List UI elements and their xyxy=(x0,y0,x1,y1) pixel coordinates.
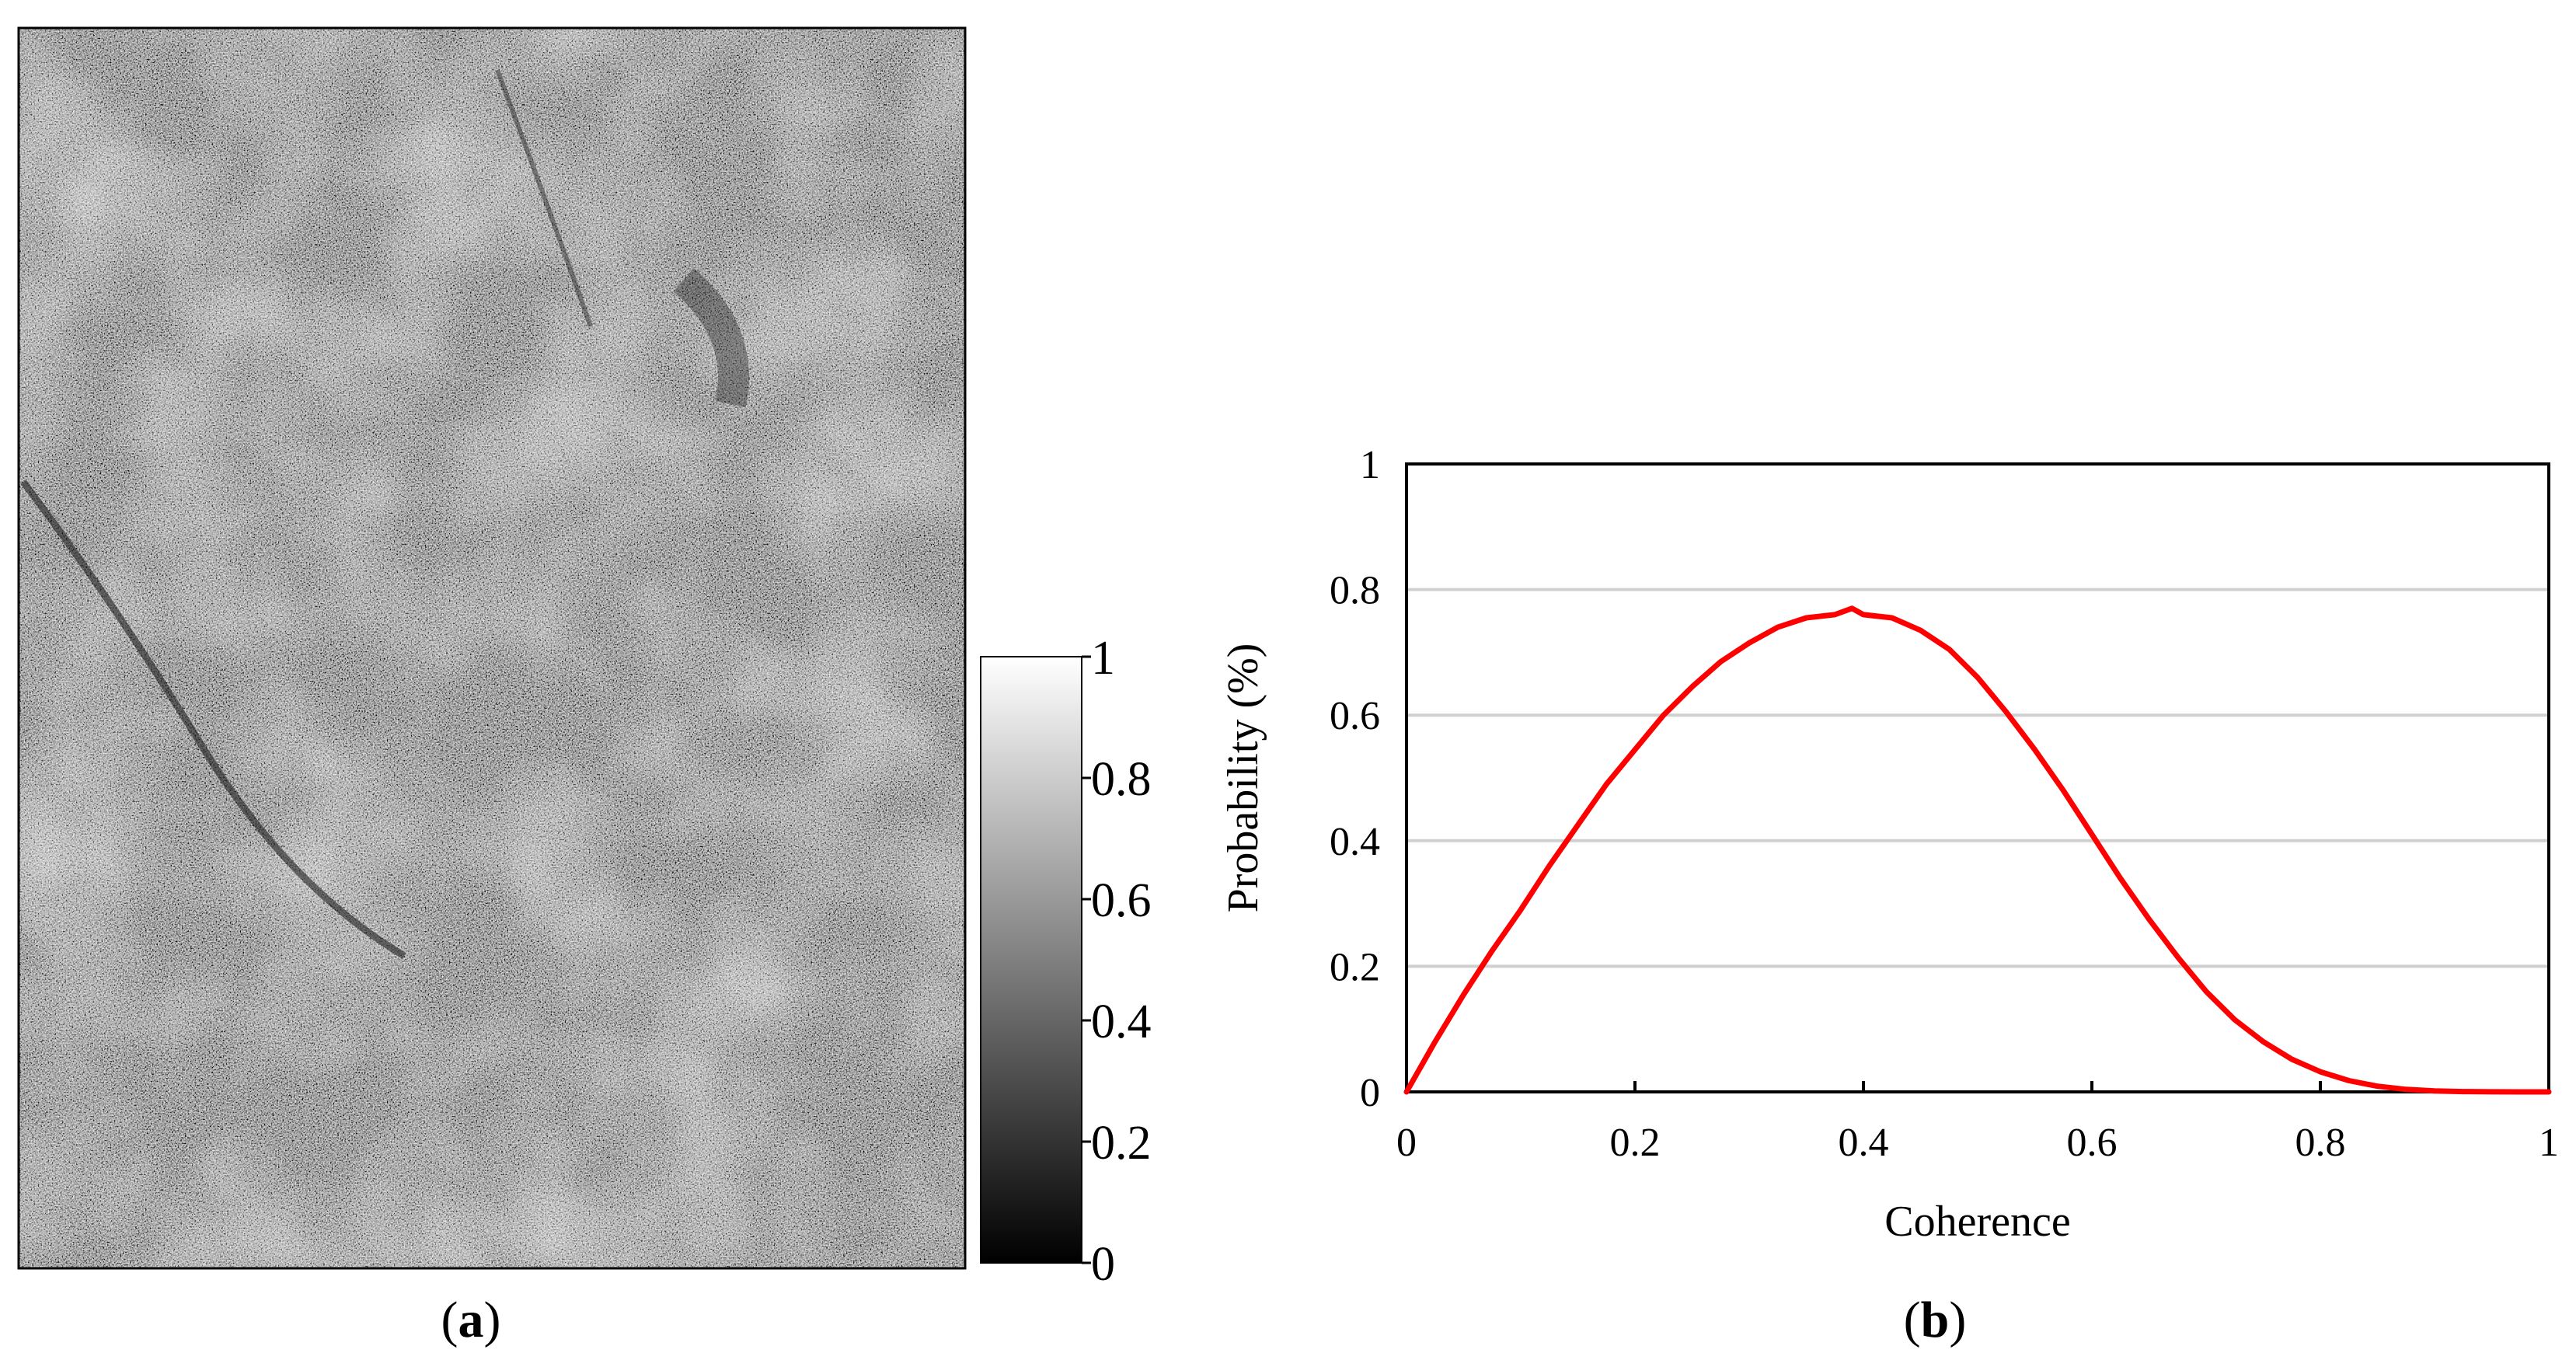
y-tick-label-3: 0.6 xyxy=(1330,694,1380,738)
series-line xyxy=(1403,605,2552,1095)
x-axis: 0 0.2 0.4 0.6 0.8 1 xyxy=(1396,1081,2559,1165)
plot-frame xyxy=(1405,462,2550,1093)
y-tick-label-1: 0.2 xyxy=(1330,945,1380,989)
colorbar-label-1: 0.2 xyxy=(1091,1117,1152,1170)
y-tick-label-2: 0.4 xyxy=(1330,820,1380,864)
probability-chart: 0 0.2 0.4 0.6 0.8 1 00.20.40.60.81 Coherence … xyxy=(1219,443,2559,1246)
x-tick-label-4: 0.8 xyxy=(2295,1121,2346,1165)
gridlines xyxy=(1407,588,2549,968)
panel-a-label: (a) xyxy=(441,1292,501,1348)
y-tick-label-5: 1 xyxy=(1360,443,1380,487)
y-axis: 0 0.2 0.4 0.6 0.8 1 xyxy=(1330,443,1380,1115)
colorbar-label-2: 0.4 xyxy=(1091,996,1152,1048)
x-tick-label-5: 1 xyxy=(2539,1121,2559,1165)
x-tick-label-3: 0.6 xyxy=(2067,1121,2118,1165)
x-tick-label-0: 0 xyxy=(1396,1121,1417,1165)
colorbar-label-5: 1 xyxy=(1091,632,1115,685)
x-tick-label-2: 0.4 xyxy=(1839,1121,1889,1165)
colorbar-label-3: 0.6 xyxy=(1091,874,1152,927)
colorbar-label-0: 0 xyxy=(1091,1238,1115,1291)
y-tick-label-4: 0.8 xyxy=(1330,569,1380,613)
coherence-map xyxy=(17,26,967,1270)
colorbar-label-4: 0.8 xyxy=(1091,753,1152,806)
colorbar-gradient xyxy=(980,656,1082,1264)
y-tick-label-0: 0 xyxy=(1360,1071,1380,1115)
x-axis-title: Coherence xyxy=(1884,1198,2070,1246)
panel-b-label: (b) xyxy=(1904,1292,1967,1348)
y-axis-title: Probability (%) xyxy=(1219,643,1267,913)
x-tick-label-1: 0.2 xyxy=(1610,1121,1661,1165)
colorbar: 0 0.2 0.4 0.6 0.8 1 xyxy=(980,632,1152,1291)
